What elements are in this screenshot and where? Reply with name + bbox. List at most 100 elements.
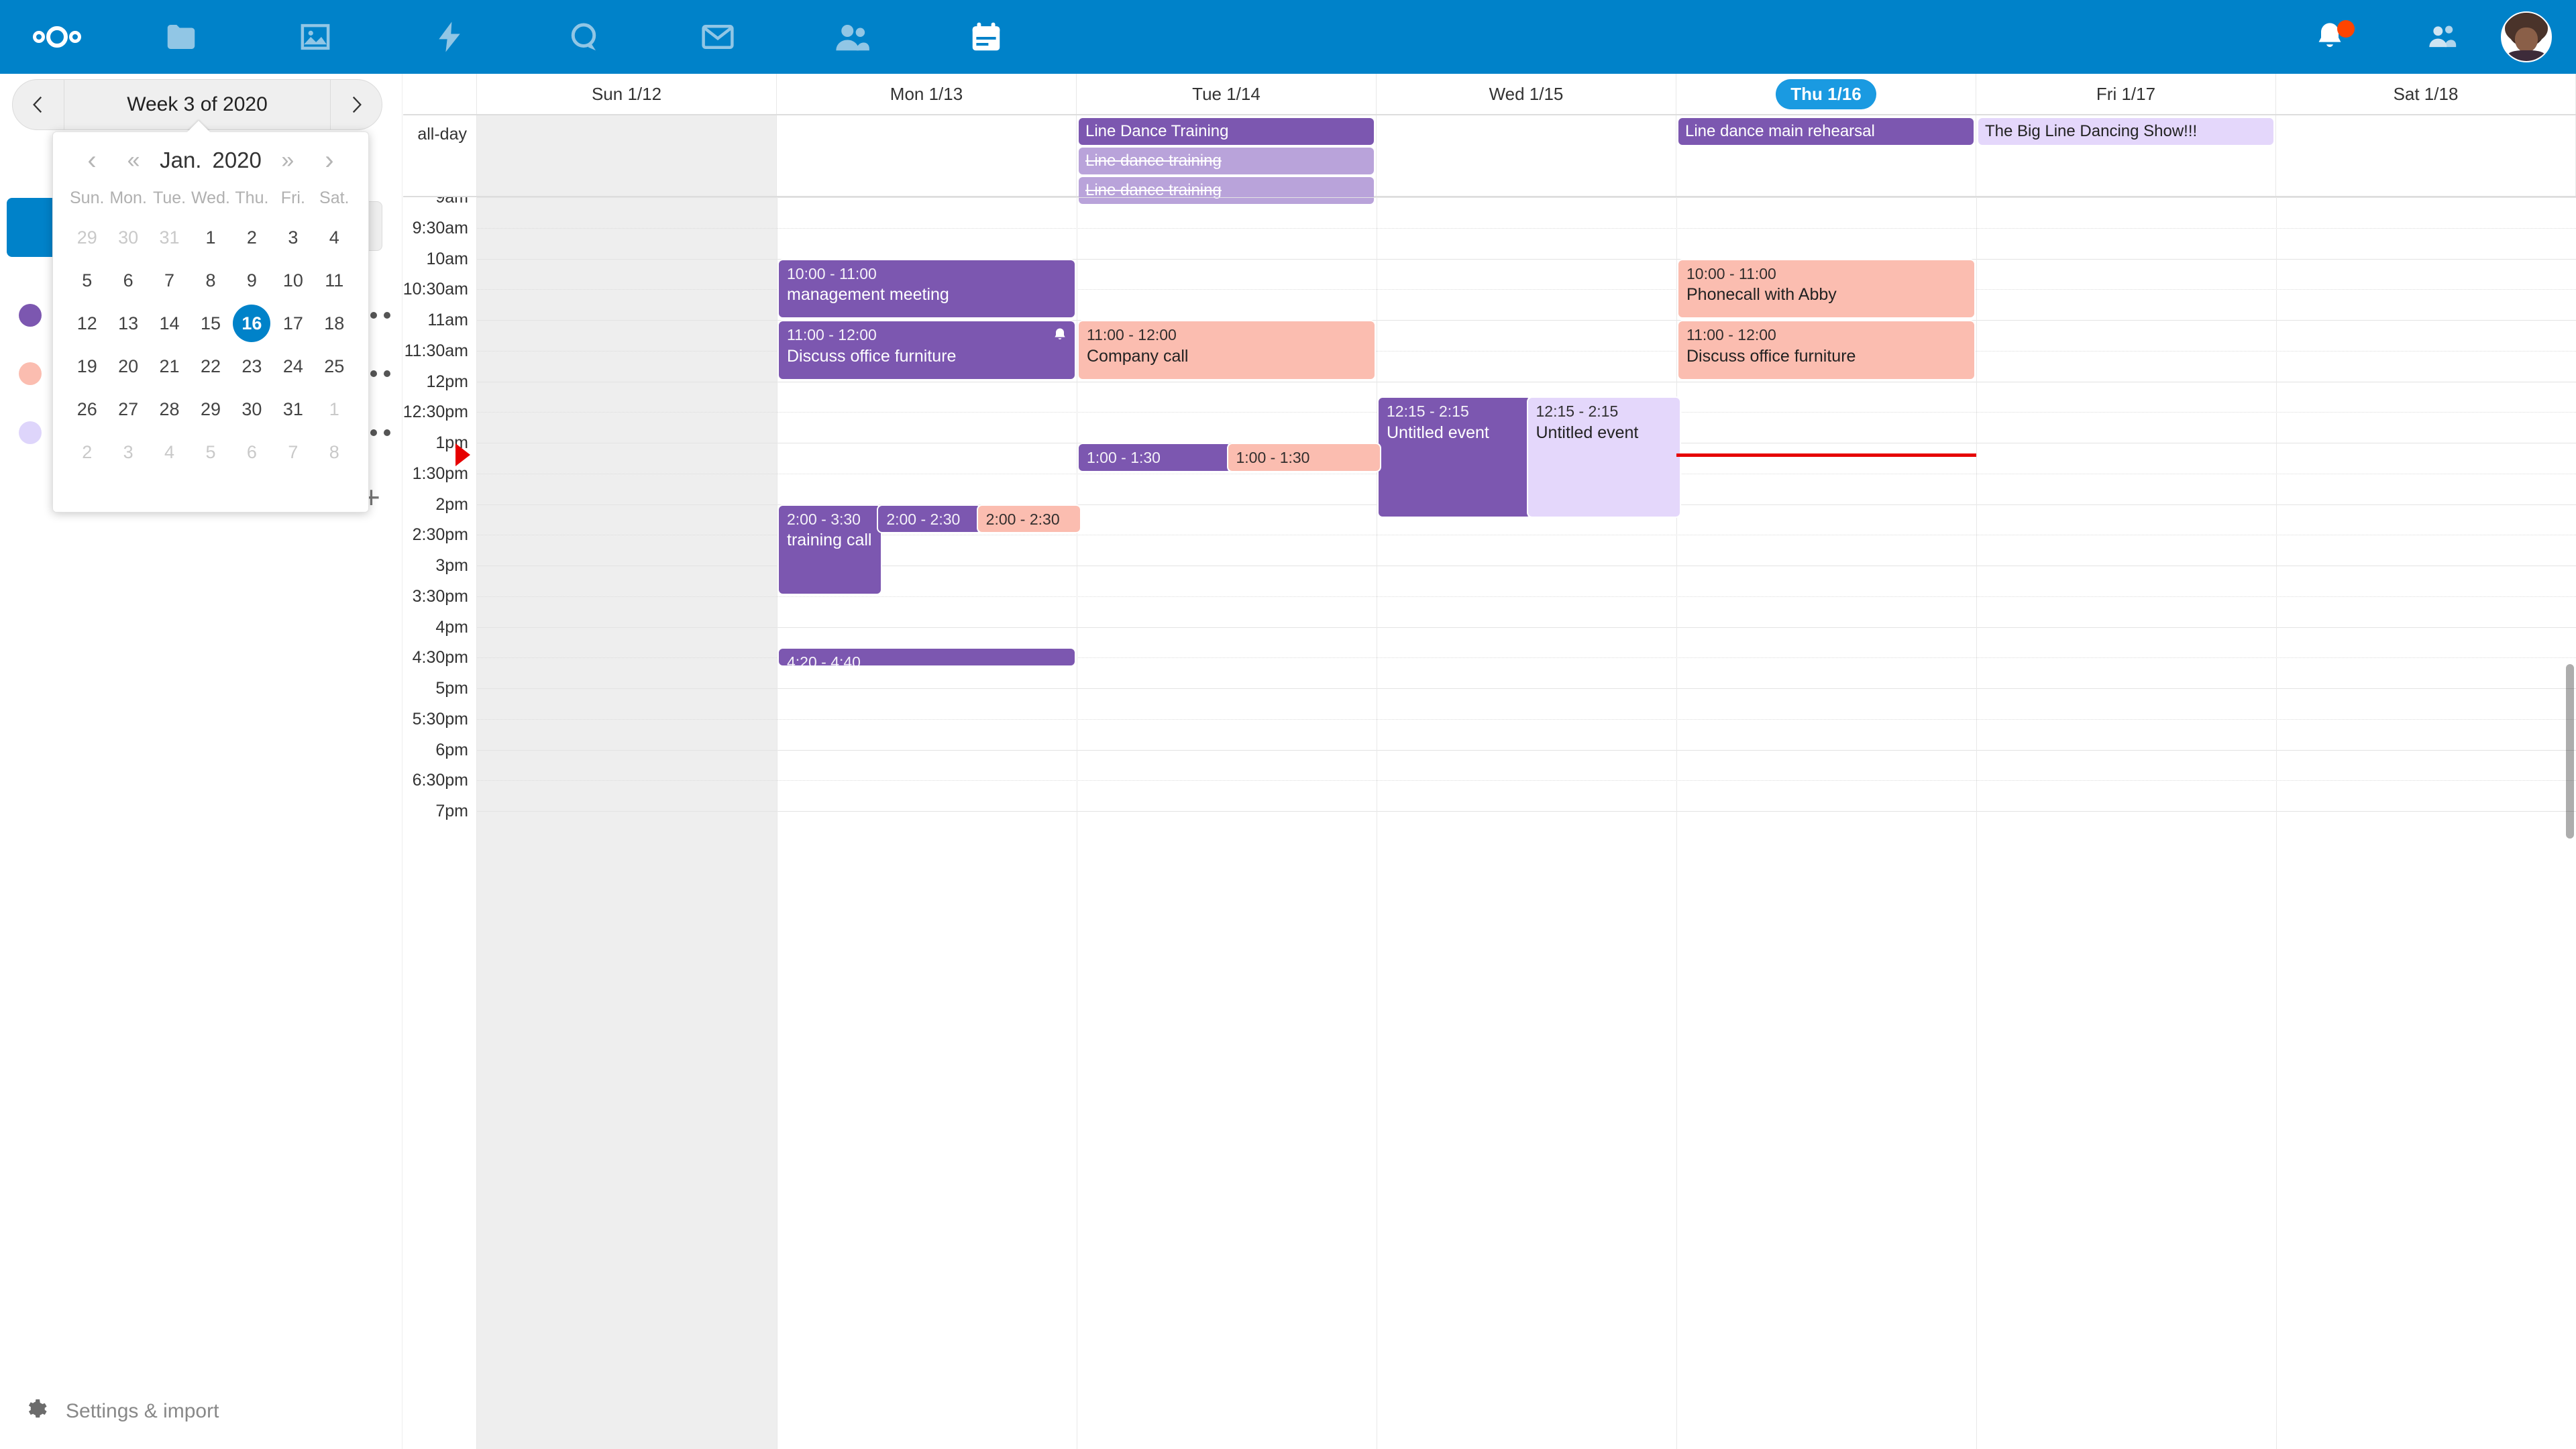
chevron-left-icon[interactable]: ‹ bbox=[87, 146, 97, 175]
app-photos-icon[interactable] bbox=[248, 0, 382, 74]
date-picker-day[interactable]: 28 bbox=[159, 398, 180, 419]
all-day-cell-4[interactable]: Line dance main rehearsal bbox=[1676, 115, 1976, 196]
date-picker-day[interactable]: 1 bbox=[205, 227, 216, 248]
double-chevron-left-icon[interactable]: « bbox=[127, 148, 140, 173]
all-day-cell-0[interactable] bbox=[477, 115, 777, 196]
day-column-3[interactable] bbox=[1377, 197, 1676, 1449]
date-picker-day[interactable]: 12 bbox=[76, 313, 97, 333]
chevron-right-icon[interactable]: › bbox=[325, 146, 334, 175]
date-picker-day[interactable]: 21 bbox=[159, 356, 180, 376]
day-header-0[interactable]: Sun 1/12 bbox=[477, 74, 777, 114]
app-mail-icon[interactable] bbox=[651, 0, 785, 74]
date-picker-day[interactable]: 30 bbox=[241, 398, 262, 419]
date-picker-day[interactable]: 9 bbox=[246, 270, 257, 290]
next-week-button[interactable] bbox=[331, 80, 382, 129]
calendar-event[interactable]: 2:00 - 2:30check-in bbox=[877, 504, 982, 534]
calendar-list-item-1[interactable] bbox=[0, 285, 402, 345]
all-day-cell-2[interactable]: Line Dance Training Line dance training Li… bbox=[1077, 115, 1377, 204]
date-picker-day[interactable]: 8 bbox=[329, 441, 339, 462]
calendar-actions-menu[interactable] bbox=[370, 429, 390, 436]
date-picker-day[interactable]: 7 bbox=[164, 270, 175, 290]
date-picker-day[interactable]: 3 bbox=[123, 441, 133, 462]
date-picker-day[interactable]: 26 bbox=[76, 398, 97, 419]
day-header-1[interactable]: Mon 1/13 bbox=[777, 74, 1077, 114]
day-header-4[interactable]: Thu 1/16 bbox=[1676, 74, 1976, 114]
day-column-5[interactable] bbox=[1976, 197, 2276, 1449]
date-picker-day[interactable]: 31 bbox=[159, 227, 180, 248]
date-picker-day[interactable]: 5 bbox=[205, 441, 216, 462]
all-day-event[interactable]: Line dance main rehearsal bbox=[1678, 118, 1974, 145]
calendar-event[interactable]: 11:00 - 12:00 Discuss office furniture bbox=[1677, 320, 1976, 380]
calendar-event[interactable]: 10:00 - 11:00 management meeting bbox=[777, 258, 1076, 319]
all-day-cell-3[interactable] bbox=[1377, 115, 1676, 196]
calendar-event[interactable]: 1:00 - 1:30 Discuss project announcement bbox=[1226, 443, 1381, 472]
app-files-icon[interactable] bbox=[114, 0, 248, 74]
date-picker-day[interactable]: 17 bbox=[282, 313, 303, 333]
date-picker-day[interactable]: 3 bbox=[288, 227, 299, 248]
contacts-menu-icon[interactable] bbox=[2387, 0, 2501, 74]
date-picker-day[interactable]: 19 bbox=[76, 356, 97, 376]
date-picker-day[interactable]: 10 bbox=[282, 270, 303, 290]
all-day-cell-1[interactable] bbox=[777, 115, 1077, 196]
date-picker-day[interactable]: 5 bbox=[82, 270, 93, 290]
settings-and-import-button[interactable]: Settings & import bbox=[24, 1397, 219, 1425]
calendar-actions-menu[interactable] bbox=[370, 370, 390, 377]
date-picker-day[interactable]: 29 bbox=[200, 398, 221, 419]
day-column-4[interactable] bbox=[1676, 197, 1976, 1449]
week-label[interactable]: Week 3 of 2020 bbox=[64, 80, 331, 129]
date-picker-day[interactable]: 11 bbox=[325, 270, 344, 290]
all-day-event[interactable]: Line Dance Training bbox=[1079, 118, 1374, 145]
date-picker-day[interactable]: 4 bbox=[164, 441, 175, 462]
day-header-5[interactable]: Fri 1/17 bbox=[1976, 74, 2276, 114]
date-picker-day[interactable]: 31 bbox=[282, 398, 303, 419]
user-avatar[interactable] bbox=[2501, 11, 2552, 62]
date-picker-day[interactable]: 25 bbox=[324, 356, 345, 376]
calendar-event[interactable]: 12:15 - 2:15 Untitled event bbox=[1526, 396, 1681, 519]
date-picker-day[interactable]: 18 bbox=[324, 313, 345, 333]
all-day-event[interactable]: The Big Line Dancing Show!!! bbox=[1978, 118, 2273, 145]
all-day-event[interactable]: Line dance training bbox=[1079, 148, 1374, 174]
calendar-event[interactable]: 1:00 - 1:30 Discuss project announcement bbox=[1077, 443, 1232, 472]
date-picker-day[interactable]: 4 bbox=[329, 227, 339, 248]
bell-icon[interactable] bbox=[2273, 0, 2387, 74]
calendar-event[interactable]: 4:20 - 4:40purchasing dept conversation bbox=[777, 647, 1076, 667]
nextcloud-logo-icon[interactable] bbox=[0, 0, 114, 74]
calendar-actions-menu[interactable] bbox=[370, 312, 390, 319]
date-picker-day[interactable]: 29 bbox=[76, 227, 97, 248]
calendar-event[interactable]: 2:00 - 2:30check-in bbox=[976, 504, 1081, 534]
previous-week-button[interactable] bbox=[13, 80, 64, 129]
calendar-event[interactable]: 11:00 - 12:00 Company call bbox=[1077, 320, 1376, 380]
date-picker-day[interactable]: 23 bbox=[241, 356, 262, 376]
date-picker-day[interactable]: 15 bbox=[200, 313, 221, 333]
date-picker-month[interactable]: Jan. bbox=[160, 148, 202, 172]
date-picker-day[interactable]: 27 bbox=[118, 398, 139, 419]
date-picker-day[interactable]: 8 bbox=[205, 270, 216, 290]
all-day-event[interactable]: Line dance training bbox=[1079, 177, 1374, 204]
date-picker-day[interactable]: 2 bbox=[82, 441, 93, 462]
date-picker-day[interactable]: 7 bbox=[288, 441, 299, 462]
date-picker-day[interactable]: 6 bbox=[123, 270, 133, 290]
date-picker-day[interactable]: 22 bbox=[200, 356, 221, 376]
day-column-6[interactable] bbox=[2276, 197, 2576, 1449]
day-column-1[interactable] bbox=[777, 197, 1077, 1449]
calendar-list-item-3[interactable] bbox=[0, 402, 402, 463]
day-header-3[interactable]: Wed 1/15 bbox=[1377, 74, 1676, 114]
date-picker-day[interactable]: 1 bbox=[329, 398, 339, 419]
all-day-cell-6[interactable] bbox=[2276, 115, 2576, 196]
day-column-0[interactable] bbox=[477, 197, 777, 1449]
day-header-2[interactable]: Tue 1/14 bbox=[1077, 74, 1377, 114]
date-picker-day[interactable]: 13 bbox=[118, 313, 139, 333]
time-grid[interactable]: 9am 9:30am 10am 10:30am 11am 11:30am 12pm 12:30… bbox=[403, 197, 2576, 1449]
date-picker-day[interactable]: 6 bbox=[246, 441, 257, 462]
app-calendar-icon[interactable] bbox=[919, 0, 1053, 74]
date-picker-day[interactable]: 16 bbox=[231, 305, 272, 342]
all-day-cell-5[interactable]: The Big Line Dancing Show!!! bbox=[1976, 115, 2276, 196]
app-contacts-icon[interactable] bbox=[785, 0, 919, 74]
double-chevron-right-icon[interactable]: » bbox=[281, 148, 294, 173]
calendar-event[interactable]: 11:00 - 12:00 Discuss office furniture bbox=[777, 320, 1076, 380]
date-picker-day[interactable]: 24 bbox=[282, 356, 303, 376]
calendar-list-item-2[interactable] bbox=[0, 343, 402, 404]
day-column-2[interactable] bbox=[1077, 197, 1377, 1449]
day-header-6[interactable]: Sat 1/18 bbox=[2276, 74, 2576, 114]
date-picker-day[interactable]: 20 bbox=[118, 356, 139, 376]
